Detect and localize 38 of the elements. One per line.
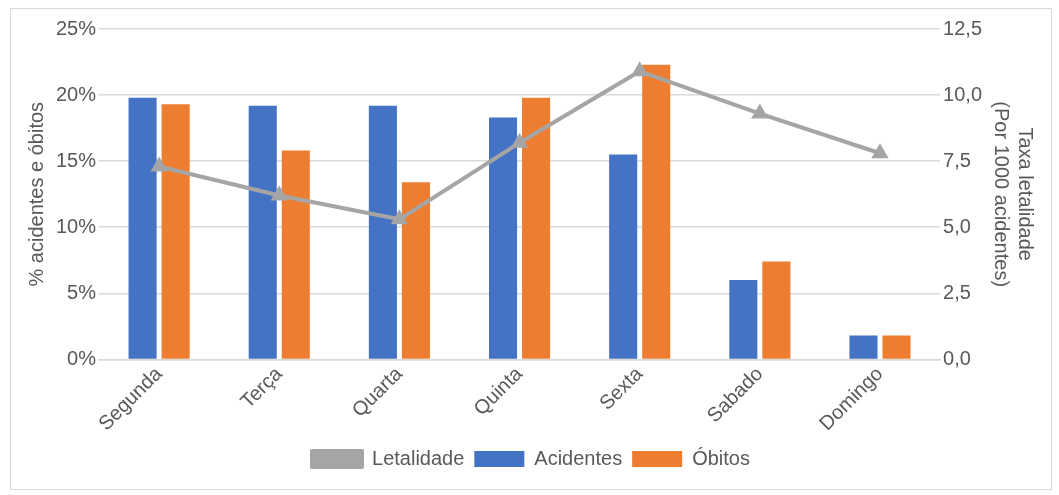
bar [642,64,671,359]
legend-label: Óbitos [692,446,750,469]
bar [368,105,397,359]
bar [522,97,551,359]
point [270,185,288,201]
y2-tick-label: 2,5 [943,280,971,303]
bar [128,97,157,359]
y2-tick-label: 7,5 [943,148,971,171]
bar [401,182,430,359]
y-tick-label: 0% [67,346,97,369]
bar [729,280,758,359]
y2-axis-title: Taxa letalidade (Por 1000 acidentes) [991,101,1038,288]
point [751,103,769,119]
y-tick-label: 15% [56,148,97,171]
legend-label: Letalidade [372,446,465,469]
bar [488,117,518,359]
point [392,211,407,225]
point [512,134,527,148]
y-tick-label: 25% [56,16,97,39]
point [632,63,647,77]
y2-tick-label: 5,0 [943,214,971,237]
y2-tick-label: 12,5 [943,16,983,39]
bar [762,261,791,359]
y-tick-label: 10% [56,214,97,237]
bar [849,335,878,359]
y-tick-label: 5% [67,280,97,303]
point [151,158,167,172]
bar [161,104,190,359]
bar [882,335,911,359]
y-tick-label: 20% [56,82,97,105]
bar [609,154,638,359]
bar [248,105,277,359]
y2-tick-label: 0,0 [943,346,971,369]
legend-label: Acidentes [534,446,623,469]
point [872,145,888,159]
y2-tick-label: 10,0 [943,82,983,105]
y-axis-title: % acidentes e óbitos [24,101,47,287]
bar [281,150,310,359]
